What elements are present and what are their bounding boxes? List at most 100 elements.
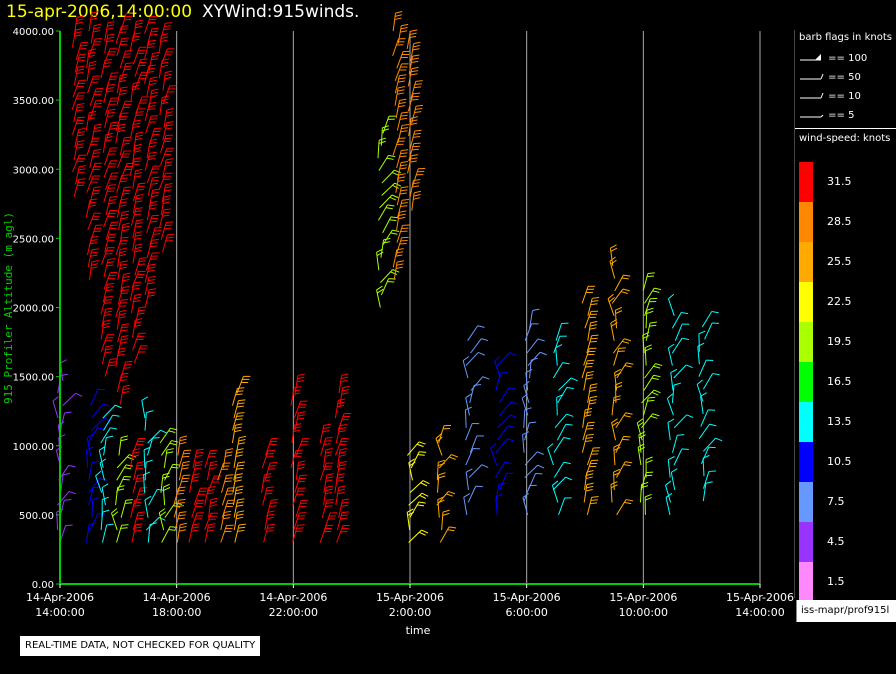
barb-flag [508, 387, 517, 390]
wind-barb [233, 461, 246, 481]
barb-flag [163, 483, 170, 488]
wind-barb [116, 37, 129, 57]
wind-barb [88, 11, 99, 32]
barb-flag [293, 389, 301, 392]
barb-flag [235, 476, 243, 479]
barb-flag [341, 514, 349, 517]
barb-flag [414, 129, 422, 132]
barb-flag [181, 467, 189, 470]
wind-barb [396, 149, 409, 168]
barb-flag [394, 169, 401, 174]
wind-barb [437, 472, 446, 493]
barb-shaft [319, 463, 327, 481]
barb-shaft [408, 529, 422, 543]
quality-notice: REAL-TIME DATA, NOT CHECKED FOR QUALITY [20, 636, 261, 656]
barb-shaft [133, 345, 142, 363]
wind-barb [89, 224, 103, 243]
barb-flag [164, 227, 172, 230]
barb-flag [92, 192, 100, 195]
barb-flag [102, 403, 110, 407]
barb-flag [75, 392, 83, 397]
barb-flag [88, 114, 96, 117]
wind-barb [91, 496, 100, 518]
wind-barb [586, 395, 598, 416]
barb-flag [148, 291, 156, 294]
wind-barb [674, 323, 690, 341]
wind-barb [558, 377, 578, 391]
barb-flag [322, 430, 330, 433]
wind-barb [262, 486, 275, 506]
flag-legend-label: == 5 [825, 110, 855, 121]
barb-flag [106, 435, 114, 439]
barb-shaft [163, 85, 171, 104]
barb-flag [401, 111, 409, 114]
wind-barb [116, 464, 133, 481]
barb-shaft [525, 372, 529, 391]
barb-flag [420, 482, 428, 487]
barb-flag [413, 86, 422, 89]
wind-barb [52, 396, 59, 419]
barb-flag [180, 522, 188, 526]
barb-flag [120, 89, 128, 92]
barb-flag [149, 263, 157, 266]
barb-flag [107, 111, 115, 114]
barb-shaft [86, 50, 90, 69]
barb-shaft [162, 234, 168, 253]
barb-flag [134, 143, 142, 147]
barb-flag [584, 414, 592, 417]
barb-shaft [101, 247, 109, 265]
barb-flag [210, 500, 218, 504]
barb-flag [135, 22, 143, 26]
barb-flag [171, 440, 179, 443]
wind-barb [408, 54, 420, 74]
barb-flag [91, 11, 99, 14]
wind-barb [117, 260, 128, 280]
wind-barb [644, 493, 652, 515]
barb-shaft [556, 424, 567, 441]
barb-shaft [465, 352, 479, 366]
barb-flag [149, 204, 158, 207]
barb-flag [133, 501, 141, 504]
barb-shaft [581, 286, 589, 304]
barb-flag [338, 485, 346, 488]
barb-flag [107, 84, 115, 86]
barb-flag [89, 242, 98, 245]
barb-flag [119, 312, 127, 316]
wind-barb [319, 524, 334, 543]
barb-flag [325, 505, 333, 508]
barb-flag [137, 461, 145, 464]
barb-flag [149, 207, 157, 210]
wind-barb [133, 19, 144, 40]
wind-barb [524, 464, 545, 478]
barb-flag [165, 114, 173, 117]
wind-barb [529, 357, 539, 379]
wind-barb [131, 523, 143, 543]
wind-barb [382, 229, 400, 246]
colorbar-swatch [799, 162, 813, 202]
wind-barb [380, 269, 400, 283]
barb-flag [126, 456, 134, 461]
wind-barb [87, 248, 99, 268]
wind-barb [232, 485, 244, 506]
barb-flag [511, 401, 519, 405]
barb-flag [294, 386, 302, 389]
barb-flag [135, 480, 144, 483]
barb-flag [133, 119, 142, 122]
barb-flag [615, 306, 622, 311]
barb-flag [108, 236, 116, 239]
barb-flag [136, 219, 144, 222]
barb-shaft [495, 484, 500, 503]
barb-flag [121, 326, 129, 329]
wind-barb [232, 473, 243, 493]
barb-shaft [464, 409, 467, 428]
barb-flag [120, 177, 128, 180]
barb-flag [165, 183, 173, 186]
wind-barb [551, 480, 559, 503]
barb-flag [179, 529, 187, 532]
wind-barb [582, 407, 593, 428]
barb-flag [110, 358, 118, 360]
barb-flag [79, 47, 87, 50]
wind-barb [642, 272, 655, 292]
wind-barb [233, 498, 245, 518]
barb-shaft [102, 134, 107, 153]
